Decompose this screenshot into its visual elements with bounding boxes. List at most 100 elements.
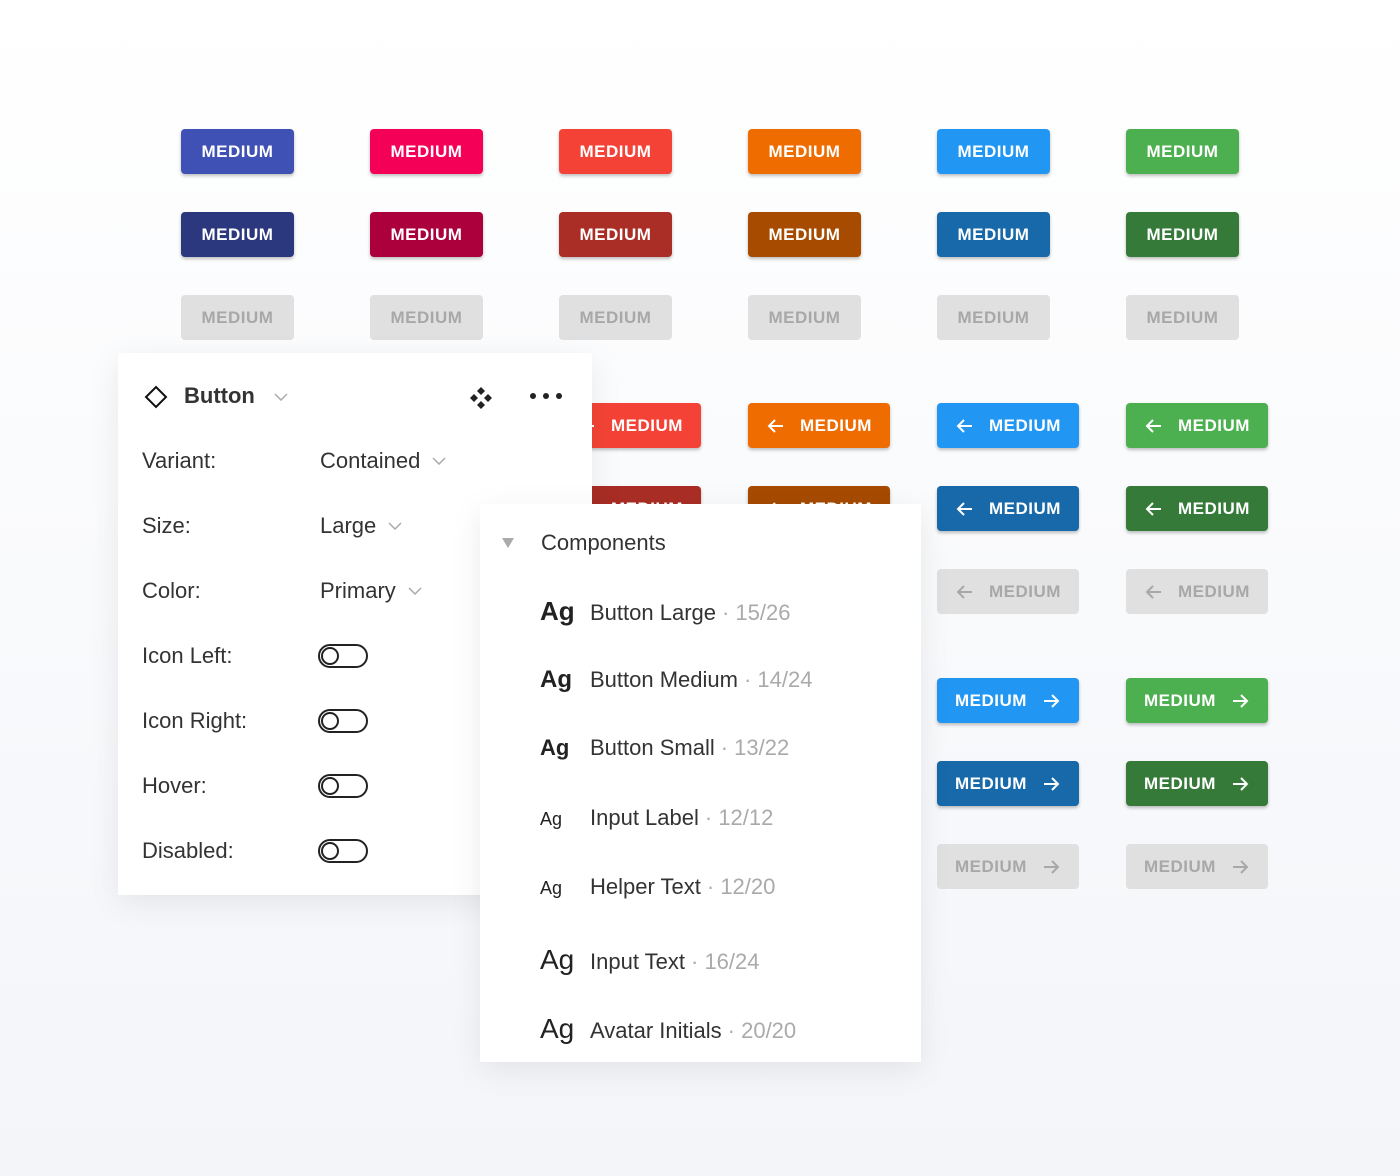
component-name: Input Label bbox=[590, 804, 699, 830]
type-sample: Ag bbox=[540, 735, 570, 760]
button-icon-right-disabled[interactable]: MEDIUM bbox=[1126, 844, 1268, 889]
arrow-left-icon bbox=[956, 418, 973, 433]
button-disabled[interactable]: MEDIUM bbox=[370, 295, 483, 340]
button-icon-left-disabled[interactable]: MEDIUM bbox=[937, 569, 1079, 614]
button-dark[interactable]: MEDIUM bbox=[1126, 212, 1239, 257]
button-disabled[interactable]: MEDIUM bbox=[748, 295, 861, 340]
arrow-right-icon bbox=[1232, 859, 1249, 874]
property-dropdown[interactable]: Contained bbox=[320, 448, 446, 474]
button-icon-right-dark[interactable]: MEDIUM bbox=[937, 761, 1079, 806]
property-dropdown[interactable]: Large bbox=[320, 513, 402, 539]
button-disabled[interactable]: MEDIUM bbox=[181, 295, 294, 340]
component-instance-icon bbox=[144, 385, 168, 409]
button-label: MEDIUM bbox=[390, 224, 463, 244]
button-dark[interactable]: MEDIUM bbox=[937, 212, 1050, 257]
chevron-down-icon[interactable] bbox=[274, 393, 288, 401]
toggle-label: Icon Left: bbox=[142, 643, 233, 668]
button-label: MEDIUM bbox=[390, 141, 463, 161]
more-options-icon[interactable] bbox=[528, 391, 564, 401]
toggle-switch[interactable] bbox=[318, 839, 368, 863]
component-list-item[interactable]: Ag Avatar Initials · 20/20 bbox=[540, 1013, 796, 1045]
button-label: MEDIUM bbox=[201, 141, 274, 161]
component-list-item[interactable]: Ag Input Label · 12/12 bbox=[540, 805, 773, 831]
button-main[interactable]: MEDIUM bbox=[370, 129, 483, 174]
toggle-switch[interactable] bbox=[318, 644, 368, 668]
toggle-label: Disabled: bbox=[142, 838, 234, 863]
button-label: MEDIUM bbox=[1178, 415, 1250, 435]
button-icon-right-dark[interactable]: MEDIUM bbox=[1126, 761, 1268, 806]
button-dark[interactable]: MEDIUM bbox=[370, 212, 483, 257]
component-name: Avatar Initials bbox=[590, 1018, 722, 1043]
button-dark[interactable]: MEDIUM bbox=[181, 212, 294, 257]
button-icon-right[interactable]: MEDIUM bbox=[1126, 678, 1268, 723]
button-icon-left-dark[interactable]: MEDIUM bbox=[1126, 486, 1268, 531]
arrow-right-icon bbox=[1043, 693, 1060, 708]
button-main[interactable]: MEDIUM bbox=[748, 129, 861, 174]
arrow-right-icon bbox=[1043, 776, 1060, 791]
button-label: MEDIUM bbox=[579, 141, 652, 161]
arrow-left-icon bbox=[1145, 418, 1162, 433]
button-dark[interactable]: MEDIUM bbox=[748, 212, 861, 257]
component-title: Button bbox=[184, 383, 255, 408]
button-disabled[interactable]: MEDIUM bbox=[937, 295, 1050, 340]
component-list-item[interactable]: Ag Button Medium · 14/24 bbox=[540, 666, 812, 694]
arrow-left-icon bbox=[956, 584, 973, 599]
button-label: MEDIUM bbox=[201, 224, 274, 244]
property-dropdown[interactable]: Primary bbox=[320, 578, 422, 604]
component-list-item[interactable]: Ag Button Large · 15/26 bbox=[540, 596, 790, 627]
arrow-left-icon bbox=[1145, 584, 1162, 599]
component-list-item[interactable]: Ag Helper Text · 12/20 bbox=[540, 874, 775, 900]
button-main[interactable]: MEDIUM bbox=[559, 129, 672, 174]
button-label: MEDIUM bbox=[768, 307, 841, 327]
button-icon-right[interactable]: MEDIUM bbox=[937, 678, 1079, 723]
component-meta: · 14/24 bbox=[743, 666, 813, 692]
button-label: MEDIUM bbox=[1144, 690, 1216, 710]
button-main[interactable]: MEDIUM bbox=[181, 129, 294, 174]
component-meta: · 12/20 bbox=[706, 874, 776, 899]
type-sample: Ag bbox=[540, 943, 575, 975]
button-label: MEDIUM bbox=[989, 498, 1061, 518]
button-label: MEDIUM bbox=[1144, 856, 1216, 876]
type-sample: Ag bbox=[540, 808, 563, 829]
button-label: MEDIUM bbox=[1146, 141, 1219, 161]
button-icon-left-dark[interactable]: MEDIUM bbox=[937, 486, 1079, 531]
property-value: Primary bbox=[320, 578, 396, 603]
button-icon-left[interactable]: MEDIUM bbox=[748, 403, 890, 448]
component-name: Input Text bbox=[590, 948, 685, 974]
button-icon-left[interactable]: MEDIUM bbox=[937, 403, 1079, 448]
button-disabled[interactable]: MEDIUM bbox=[1126, 295, 1239, 340]
button-icon-left[interactable]: MEDIUM bbox=[1126, 403, 1268, 448]
button-label: MEDIUM bbox=[989, 581, 1061, 601]
type-sample: Ag bbox=[540, 665, 572, 693]
toggle-switch[interactable] bbox=[318, 774, 368, 798]
button-label: MEDIUM bbox=[611, 415, 683, 435]
component-list-item[interactable]: Ag Button Small · 13/22 bbox=[540, 735, 789, 761]
arrow-left-icon bbox=[1145, 501, 1162, 516]
component-meta: · 13/22 bbox=[720, 735, 790, 760]
button-label: MEDIUM bbox=[1144, 773, 1216, 793]
button-label: MEDIUM bbox=[955, 773, 1027, 793]
component-list-item[interactable]: Ag Input Text · 16/24 bbox=[540, 944, 760, 976]
button-label: MEDIUM bbox=[1178, 498, 1250, 518]
toggle-label: Icon Right: bbox=[142, 708, 248, 733]
button-main[interactable]: MEDIUM bbox=[1126, 129, 1239, 174]
button-disabled[interactable]: MEDIUM bbox=[559, 295, 672, 340]
components-icon[interactable] bbox=[469, 386, 493, 410]
button-icon-right-disabled[interactable]: MEDIUM bbox=[937, 844, 1079, 889]
arrow-left-icon bbox=[767, 418, 784, 433]
button-label: MEDIUM bbox=[1146, 224, 1219, 244]
toggle-switch[interactable] bbox=[318, 709, 368, 733]
toggle-label: Hover: bbox=[142, 773, 207, 798]
button-dark[interactable]: MEDIUM bbox=[559, 212, 672, 257]
type-sample: Ag bbox=[540, 596, 575, 626]
button-icon-left-disabled[interactable]: MEDIUM bbox=[1126, 569, 1268, 614]
button-label: MEDIUM bbox=[955, 856, 1027, 876]
arrow-left-icon bbox=[956, 501, 973, 516]
button-label: MEDIUM bbox=[957, 224, 1030, 244]
button-label: MEDIUM bbox=[989, 415, 1061, 435]
collapse-triangle-icon[interactable] bbox=[502, 538, 514, 548]
property-label: Variant: bbox=[142, 448, 217, 473]
components-panel: Components Ag Button Large · 15/26 Ag Button… bbox=[480, 504, 921, 1062]
component-meta: · 20/20 bbox=[727, 1018, 797, 1043]
button-main[interactable]: MEDIUM bbox=[937, 129, 1050, 174]
